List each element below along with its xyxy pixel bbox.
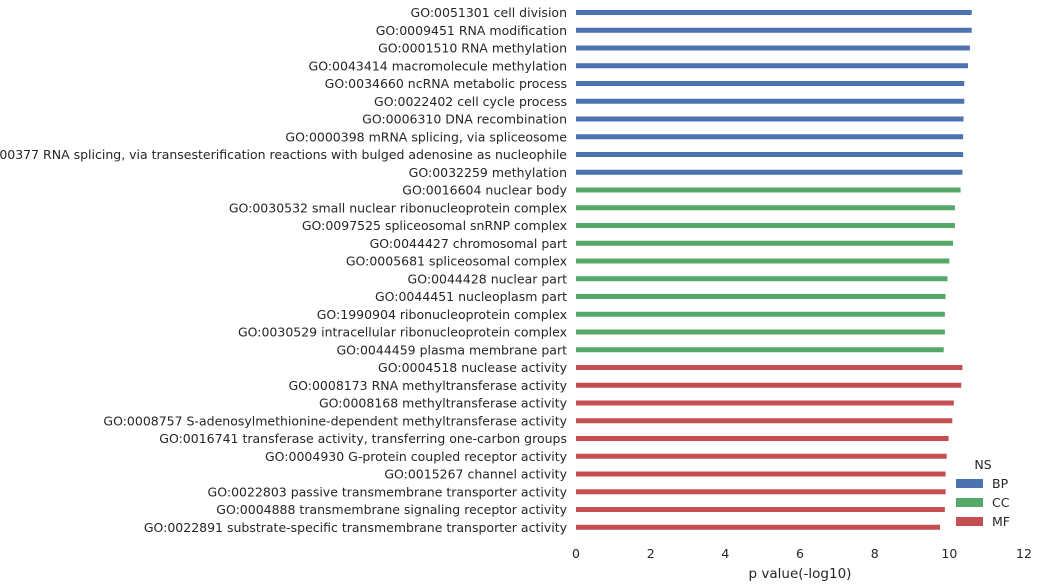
bar-2 <box>576 45 970 51</box>
bar-23 <box>576 418 953 424</box>
category-label-29: GO:0022891 substrate-specific transmembr… <box>144 520 568 535</box>
bar-20 <box>576 365 963 370</box>
bar-9 <box>576 169 963 175</box>
bar-16 <box>576 294 946 299</box>
bar-22 <box>576 400 954 406</box>
bar-12 <box>576 223 955 228</box>
legend-label-mf: MF <box>992 514 1010 529</box>
category-label-16: GO:0044451 nucleoplasm part <box>375 289 567 304</box>
category-label-5: GO:0022402 cell cycle process <box>374 94 567 109</box>
bar-10 <box>576 187 961 193</box>
category-label-0: GO:0051301 cell division <box>411 5 567 20</box>
category-label-8: GO:0000377 RNA splicing, via transesteri… <box>0 147 567 162</box>
bar-3 <box>576 63 968 69</box>
legend-title: NS <box>974 457 991 472</box>
x-tick-label-2: 4 <box>721 546 729 561</box>
category-label-21: GO:0008173 RNA methyltransferase activit… <box>288 378 567 393</box>
legend-swatch-mf <box>956 517 983 526</box>
category-label-10: GO:0016604 nuclear body <box>402 183 567 198</box>
category-label-26: GO:0015267 channel activity <box>384 467 567 482</box>
category-label-28: GO:0004888 transmembrane signaling recep… <box>216 502 567 517</box>
category-label-9: GO:0032259 methylation <box>409 165 567 180</box>
category-labels-group: GO:0051301 cell division GO:0009451 RNA m… <box>0 5 568 535</box>
category-label-18: GO:0030529 intracellular ribonucleoprote… <box>238 325 567 340</box>
category-label-25: GO:0004930 G-protein coupled receptor ac… <box>265 449 568 464</box>
bar-0 <box>576 10 972 15</box>
category-label-6: GO:0006310 DNA recombination <box>362 112 567 127</box>
bar-17 <box>576 311 945 317</box>
category-label-4: GO:0034660 ncRNA metabolic process <box>325 76 567 91</box>
bars-group <box>576 10 972 530</box>
category-label-15: GO:0044428 nuclear part <box>408 271 568 286</box>
bar-4 <box>576 81 965 86</box>
category-label-11: GO:0030532 small nuclear ribonucleoprote… <box>229 200 567 215</box>
bar-5 <box>576 98 965 104</box>
x-tick-label-5: 10 <box>941 546 957 561</box>
bar-26 <box>576 471 946 477</box>
bar-19 <box>576 347 944 353</box>
category-label-2: GO:0001510 RNA methylation <box>378 41 567 56</box>
x-tick-labels-group: 0 2 4 6 8 10 12 <box>572 546 1032 561</box>
category-label-14: GO:0005681 spliceosomal complex <box>346 254 567 269</box>
x-tick-label-3: 6 <box>796 546 804 561</box>
x-tick-label-0: 0 <box>572 546 580 561</box>
legend: NS BP CC MF <box>956 457 1010 529</box>
bar-13 <box>576 240 954 246</box>
category-label-20: GO:0004518 nuclease activity <box>378 360 568 375</box>
legend-label-bp: BP <box>992 476 1009 491</box>
bar-7 <box>576 134 964 140</box>
bar-24 <box>576 436 949 441</box>
bar-21 <box>576 382 962 388</box>
bar-8 <box>576 152 964 157</box>
category-label-22: GO:0008168 methyltransferase activity <box>319 396 568 411</box>
category-label-12: GO:0097525 spliceosomal snRNP complex <box>302 218 567 233</box>
category-label-17: GO:1990904 ribonucleoprotein complex <box>317 307 567 322</box>
bar-15 <box>576 276 948 282</box>
bar-28 <box>576 507 945 512</box>
bar-6 <box>576 116 964 122</box>
category-label-27: GO:0022803 passive transmembrane transpo… <box>208 484 568 499</box>
category-label-1: GO:0009451 RNA modification <box>376 23 567 38</box>
x-axis-title: p value(-log10) <box>749 566 852 582</box>
legend-label-cc: CC <box>992 495 1010 510</box>
bar-18 <box>576 329 945 335</box>
legend-swatch-cc <box>956 498 983 507</box>
bar-25 <box>576 453 947 459</box>
category-label-24: GO:0016741 transferase activity, transfe… <box>159 431 567 446</box>
bar-14 <box>576 258 950 264</box>
category-label-19: GO:0044459 plasma membrane part <box>336 342 567 357</box>
category-label-13: GO:0044427 chromosomal part <box>370 236 567 251</box>
x-tick-label-4: 8 <box>871 546 879 561</box>
bar-27 <box>576 489 946 495</box>
legend-swatch-bp <box>956 479 983 488</box>
category-label-3: GO:0043414 macromolecule methylation <box>309 58 567 73</box>
category-label-23: GO:0008757 S-adenosylmethionine-dependen… <box>103 413 567 428</box>
x-tick-label-6: 12 <box>1016 546 1032 561</box>
bar-11 <box>576 205 955 211</box>
category-label-7: GO:0000398 mRNA splicing, via spliceosom… <box>285 129 567 144</box>
bar-1 <box>576 27 972 33</box>
x-tick-label-1: 2 <box>647 546 655 561</box>
bar-29 <box>576 524 940 530</box>
